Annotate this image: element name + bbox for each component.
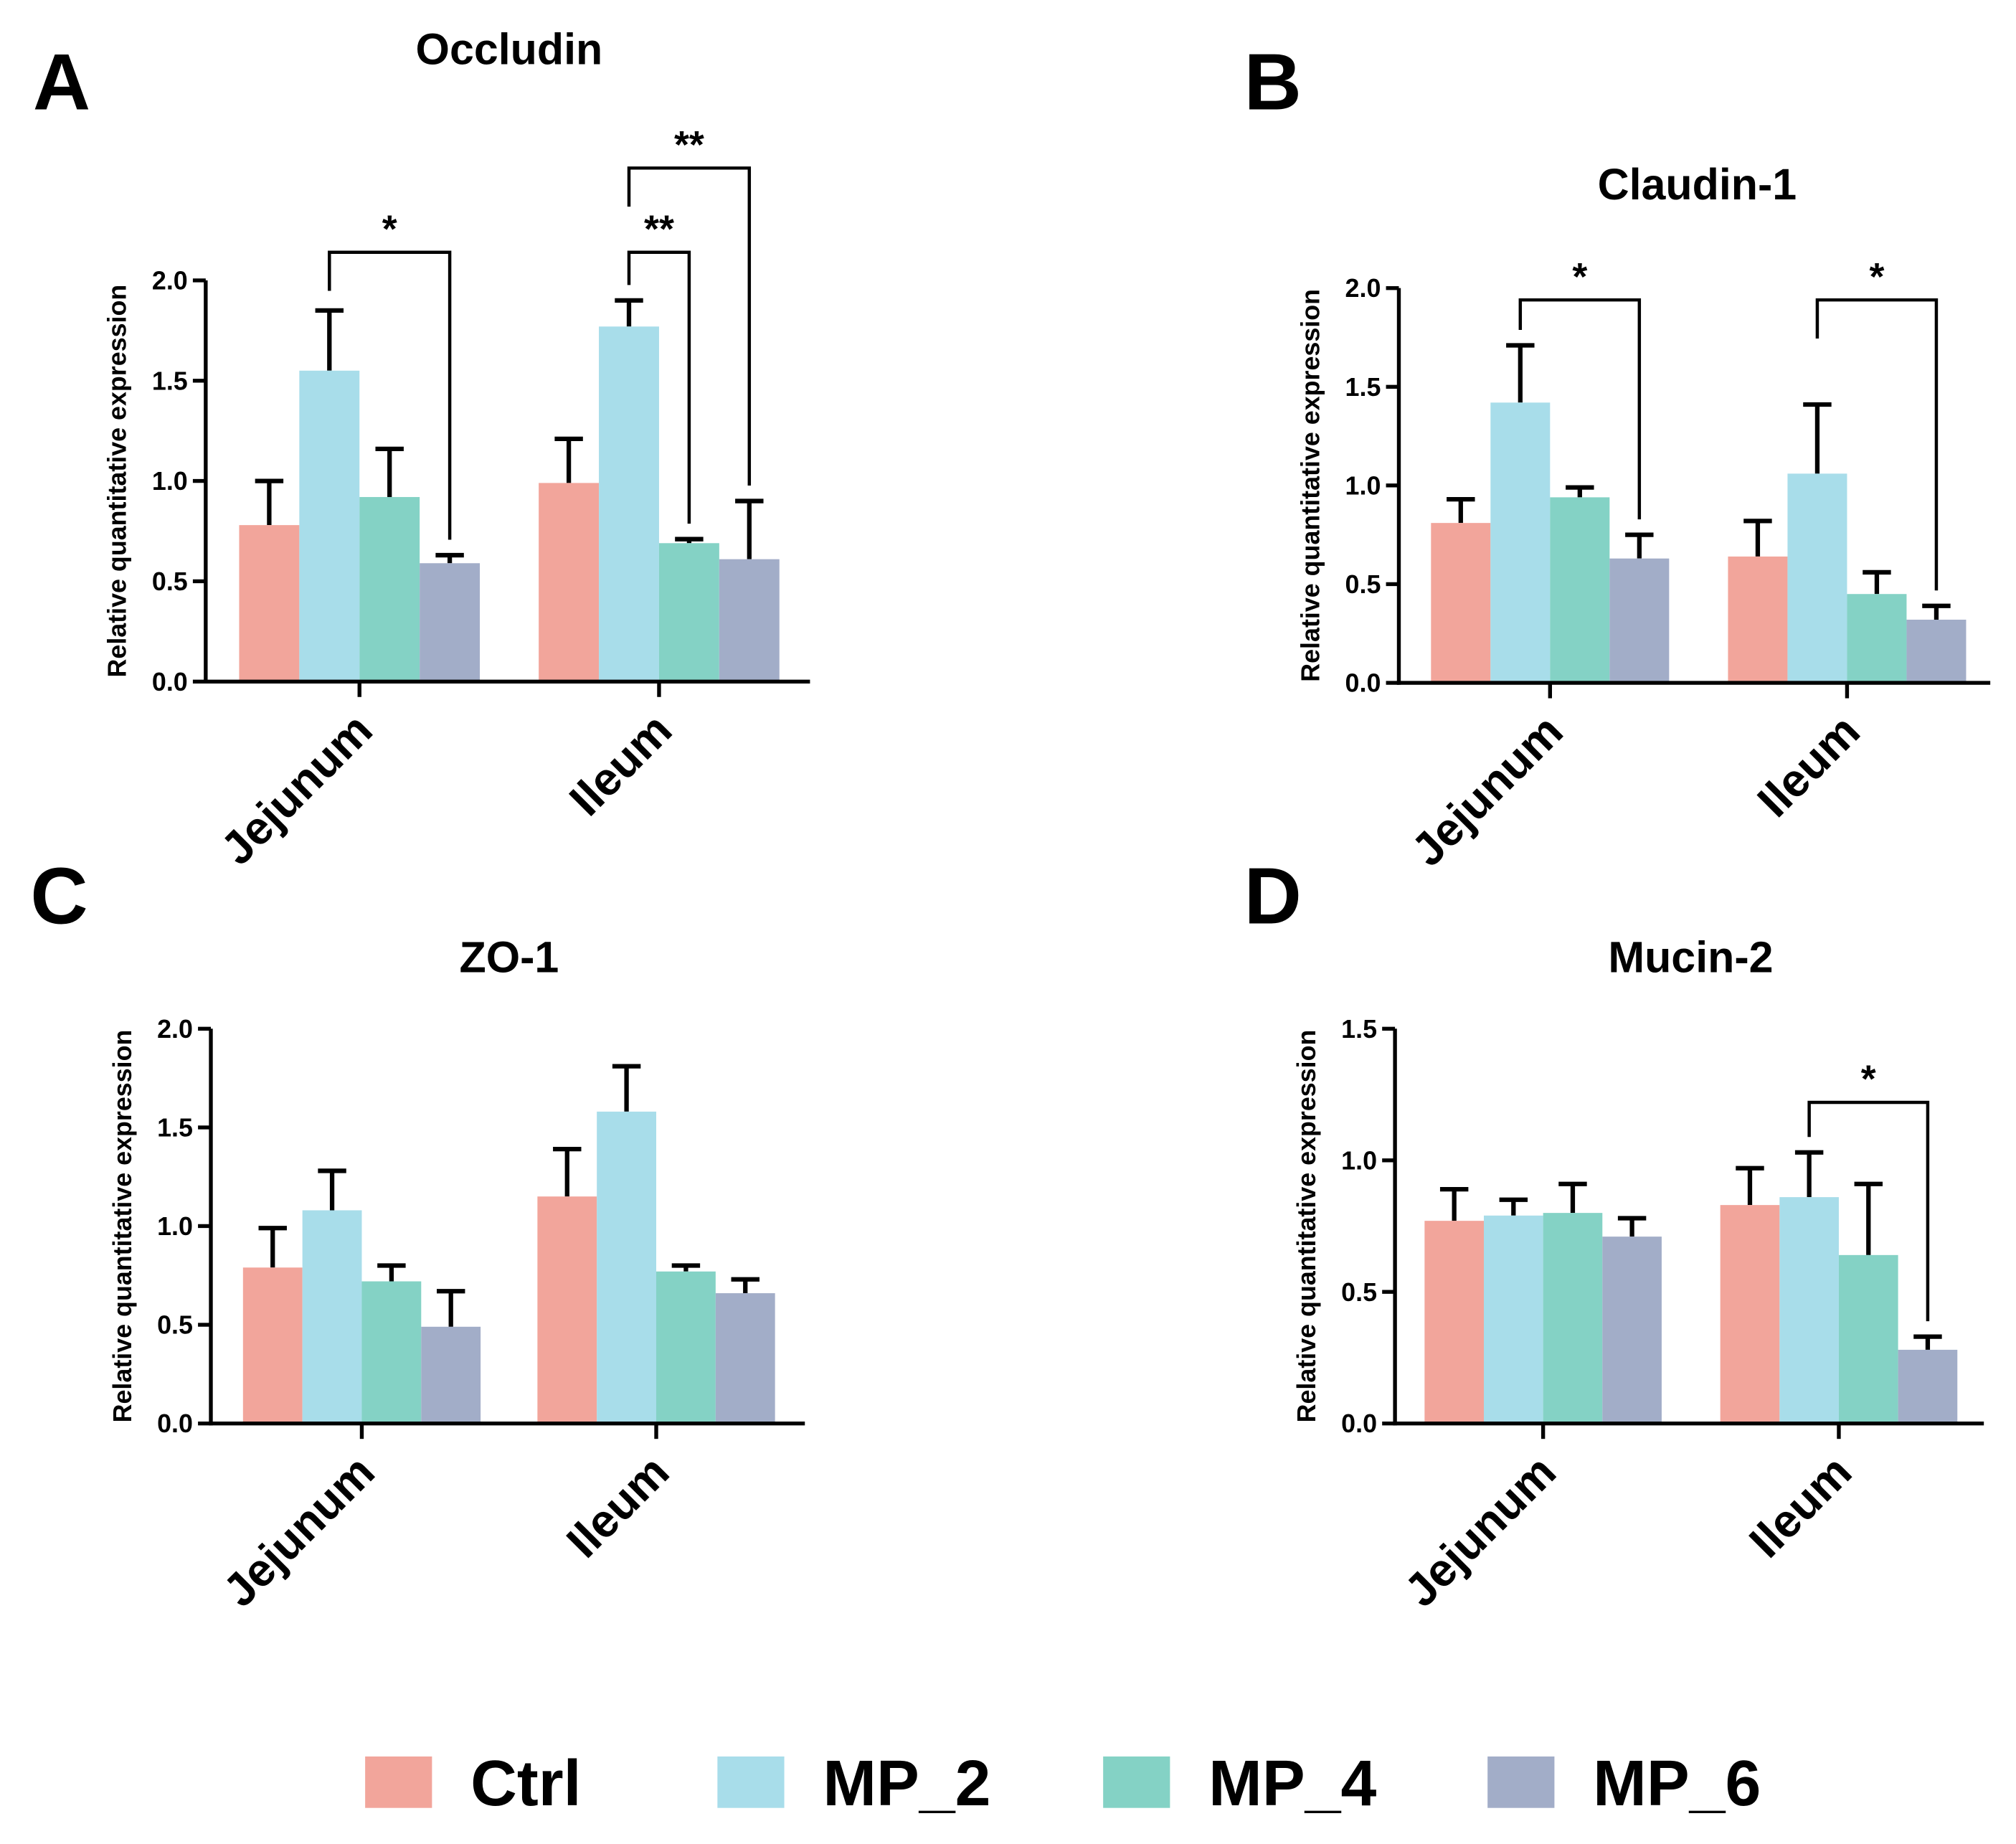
significance-bracket — [1807, 1100, 1930, 1322]
y-axis-label: Relative quantitative expression — [108, 1030, 137, 1423]
significance-label: * — [1869, 255, 1884, 298]
bar-mp_6-ileum — [1906, 619, 1967, 684]
y-tick-label: 1.5 — [157, 1113, 193, 1142]
significance-bracket — [1815, 298, 1939, 591]
significance-label: * — [382, 207, 397, 250]
y-tick-label: 0.5 — [1341, 1278, 1377, 1307]
x-tick-label: Ileum — [1748, 705, 1870, 827]
y-tick-label: 1.5 — [152, 367, 188, 395]
bar-mp_4-jejunum — [359, 496, 420, 682]
y-tick-label: 1.0 — [157, 1212, 193, 1241]
legend-swatch-mp_2 — [717, 1756, 785, 1808]
bar-mp_2-jejunum — [1483, 1215, 1543, 1424]
legend-swatch-ctrl — [365, 1756, 432, 1808]
chart-title: Claudin-1 — [1598, 160, 1797, 209]
panel-b: B Claudin-1 0.0 0.5 1.0 1.5 2.0 Relative quanti… — [1244, 37, 1991, 876]
y-tick-label: 2.0 — [152, 266, 188, 295]
x-tick-label: Jejunum — [211, 704, 382, 874]
bar-mp_4-ileum — [656, 1271, 716, 1424]
x-tick-label: Jejunum — [1401, 705, 1572, 876]
y-tick-label: 1.5 — [1345, 373, 1381, 402]
y-tick-label: 0.5 — [152, 567, 188, 596]
bar-mp_2-jejunum — [1490, 402, 1551, 684]
bar-mp_6-jejunum — [1609, 558, 1670, 684]
y-tick-label: 1.0 — [152, 467, 188, 496]
x-tick-label: Jejunum — [213, 1445, 384, 1616]
y-tick-label: 2.0 — [1345, 274, 1381, 303]
bar-mp_6-jejunum — [420, 563, 481, 682]
bar-mp_6-ileum — [715, 1293, 775, 1424]
bar-mp_2-ileum — [597, 1111, 657, 1424]
bar-ctrl-ileum — [537, 1196, 597, 1424]
bar-mp_6-jejunum — [1602, 1237, 1662, 1424]
significance-bracket — [627, 250, 691, 524]
legend-swatch-mp_6 — [1487, 1756, 1555, 1808]
panel-letter: C — [30, 851, 87, 940]
bar-mp_6-ileum — [1898, 1349, 1958, 1424]
y-axis-label: Relative quantitative expression — [103, 285, 132, 678]
x-tick-label: Ileum — [557, 1445, 678, 1567]
panel-letter: D — [1244, 851, 1302, 940]
bar-ctrl-jejunum — [1424, 1221, 1484, 1424]
legend-label: MP_4 — [1208, 1747, 1376, 1819]
chart-title: ZO-1 — [460, 932, 559, 981]
panel-c: C ZO-1 0.0 0.5 1.0 1.5 2.0 Relative quantitativ… — [30, 851, 805, 1617]
panel-d: D Mucin-2 0.0 0.5 1.0 1.5 Relative quantitativ… — [1244, 851, 1984, 1617]
legend-swatch-mp_4 — [1103, 1756, 1170, 1808]
significance-label: ** — [644, 207, 674, 250]
panel-letter: B — [1244, 37, 1302, 126]
y-tick-label: 0.5 — [157, 1311, 193, 1340]
bar-mp_4-ileum — [1838, 1254, 1898, 1424]
legend: Ctrl MP_2 MP_4 MP_6 — [365, 1747, 1761, 1819]
significance-bracket — [627, 166, 752, 486]
significance-bracket — [1518, 298, 1642, 520]
bar-ctrl-ileum — [1728, 556, 1788, 684]
significance-label: * — [1861, 1058, 1876, 1101]
legend-label: Ctrl — [470, 1747, 581, 1819]
legend-label: MP_2 — [823, 1747, 990, 1819]
bar-mp_2-jejunum — [299, 370, 360, 682]
bar-mp_4-ileum — [1847, 594, 1907, 684]
bar-mp_2-ileum — [1787, 473, 1847, 684]
chart-title: Occludin — [416, 25, 603, 74]
y-axis-label: Relative quantitative expression — [1292, 1030, 1321, 1423]
significance-bracket — [328, 250, 452, 540]
y-tick-label: 1.5 — [1341, 1015, 1377, 1044]
legend-label: MP_6 — [1593, 1747, 1761, 1819]
bar-mp_6-ileum — [719, 559, 780, 682]
bar-mp_2-ileum — [1779, 1197, 1839, 1424]
bar-ctrl-ileum — [1720, 1205, 1780, 1424]
bar-mp_4-ileum — [658, 543, 719, 682]
x-tick-label: Ileum — [559, 704, 681, 826]
panel-letter: A — [33, 37, 90, 126]
x-tick-label: Jejunum — [1395, 1445, 1566, 1616]
y-tick-label: 0.0 — [157, 1409, 193, 1438]
panel-a: A Occludin 0.0 0.5 1.0 1.5 2.0 Relative quantit… — [33, 25, 810, 874]
y-tick-label: 0.0 — [1345, 669, 1381, 698]
y-tick-label: 0.5 — [1345, 570, 1381, 599]
bar-mp_4-jejunum — [1550, 497, 1610, 684]
y-tick-label: 1.0 — [1345, 471, 1381, 500]
bar-ctrl-jejunum — [242, 1267, 303, 1424]
bar-mp_4-jejunum — [1543, 1213, 1603, 1424]
bar-ctrl-jejunum — [239, 525, 300, 682]
bar-ctrl-ileum — [539, 483, 600, 682]
bar-ctrl-jejunum — [1431, 523, 1491, 684]
bar-mp_6-jejunum — [421, 1326, 481, 1424]
bar-mp_4-jejunum — [361, 1281, 422, 1424]
y-tick-label: 1.0 — [1341, 1146, 1377, 1175]
significance-label: * — [1572, 255, 1587, 298]
significance-label: ** — [674, 123, 704, 166]
bar-mp_2-ileum — [599, 326, 659, 682]
y-axis-label: Relative quantitative expression — [1296, 289, 1325, 682]
y-tick-label: 0.0 — [1341, 1409, 1377, 1438]
x-tick-label: Ileum — [1739, 1445, 1861, 1567]
chart-title: Mucin-2 — [1608, 932, 1773, 981]
y-tick-label: 0.0 — [152, 668, 188, 696]
bar-mp_2-jejunum — [302, 1210, 362, 1424]
y-tick-label: 2.0 — [157, 1015, 193, 1044]
